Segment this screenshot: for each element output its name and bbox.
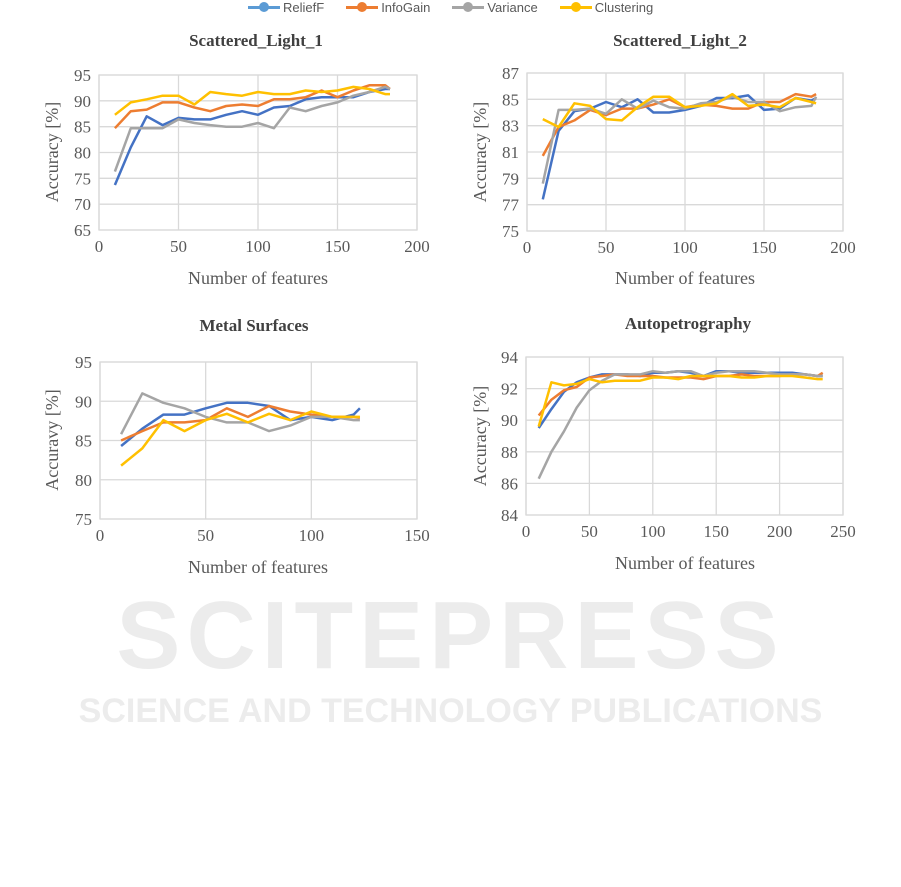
y-tick-label: 90 (74, 92, 91, 111)
series-line-clustering (114, 85, 390, 116)
y-axis-label: Accuracy [%] (470, 102, 490, 202)
chart-title: Autopetrography (625, 314, 752, 333)
x-tick-label: 150 (404, 526, 430, 545)
y-axis-label: Accuracy [%] (470, 386, 490, 486)
y-axis-label: Accuravy [%] (42, 389, 62, 490)
series-line-relieff (113, 87, 390, 186)
y-tick-label: 85 (502, 90, 519, 109)
x-axis-label: Number of features (615, 553, 755, 573)
y-tick-label: 85 (74, 118, 91, 137)
legend-swatch (346, 2, 379, 12)
y-tick-label: 77 (502, 196, 520, 215)
y-tick-label: 90 (75, 392, 92, 411)
legend-marker (463, 2, 474, 12)
x-tick-label: 0 (523, 238, 532, 257)
series-line-variance (537, 369, 823, 480)
x-tick-label: 100 (299, 526, 325, 545)
y-tick-label: 83 (502, 117, 519, 136)
y-tick-label: 79 (502, 169, 519, 188)
x-tick-label: 150 (703, 522, 729, 541)
x-tick-label: 0 (96, 526, 105, 545)
series-line-variance (113, 85, 391, 173)
chart-title: Scattered_Light_2 (613, 31, 747, 50)
x-tick-label: 250 (830, 522, 856, 541)
legend-marker (259, 2, 269, 12)
legend-item-relieff: ReliefF (248, 0, 324, 15)
y-tick-label: 86 (501, 474, 518, 493)
x-tick-label: 0 (95, 237, 104, 256)
plot-area (525, 356, 844, 516)
chart-title: Metal Surfaces (199, 316, 308, 335)
x-tick-label: 200 (404, 237, 430, 256)
x-tick-label: 150 (751, 238, 777, 257)
legend-marker (357, 2, 368, 12)
y-tick-label: 80 (75, 471, 92, 490)
y-tick-label: 75 (502, 222, 519, 241)
legend-marker (570, 2, 581, 12)
y-tick-label: 75 (74, 169, 91, 188)
x-tick-label: 0 (522, 522, 531, 541)
y-tick-label: 88 (501, 443, 518, 462)
y-tick-label: 70 (74, 195, 91, 214)
y-tick-label: 95 (74, 66, 91, 85)
series-line-variance (541, 95, 818, 184)
y-tick-label: 65 (74, 221, 91, 240)
legend-item-clustering: Clustering (559, 0, 654, 15)
watermark-title: SCITEPRESS (116, 582, 785, 689)
y-axis-label: Accuracy [%] (42, 102, 62, 202)
x-tick-label: 200 (830, 238, 856, 257)
legend-label: Variance (487, 0, 538, 15)
series-line-clustering (120, 410, 360, 467)
legend-label: Clustering (594, 0, 654, 15)
legend-swatch (559, 2, 592, 12)
x-tick-label: 50 (170, 237, 187, 256)
x-tick-label: 100 (672, 238, 698, 257)
x-axis-label: Number of features (188, 557, 328, 577)
x-tick-label: 150 (325, 237, 351, 256)
y-tick-label: 92 (501, 380, 518, 399)
y-tick-label: 95 (75, 353, 92, 372)
legend-swatch (452, 2, 485, 12)
y-tick-label: 90 (501, 411, 518, 430)
y-tick-label: 87 (502, 64, 520, 83)
series-line-relieff (541, 94, 817, 200)
x-tick-label: 50 (581, 522, 598, 541)
y-tick-label: 75 (75, 510, 92, 529)
y-tick-label: 85 (75, 432, 92, 451)
legend-label: InfoGain (381, 0, 431, 15)
x-tick-label: 50 (598, 238, 615, 257)
x-tick-label: 200 (767, 522, 793, 541)
series-line-infogain (113, 84, 391, 130)
watermark-subtitle: SCIENCE AND TECHNOLOGY PUBLICATIONS (78, 692, 823, 730)
y-tick-label: 94 (501, 348, 519, 367)
legend-label: ReliefF (283, 0, 325, 15)
series-line-relieff (120, 401, 361, 447)
x-tick-label: 100 (640, 522, 666, 541)
legend-item-infogain: InfoGain (346, 0, 430, 15)
x-axis-label: Number of features (615, 268, 755, 288)
legend-item-variance: Variance (452, 0, 538, 15)
chart-title: Scattered_Light_1 (189, 31, 323, 50)
legend: ReliefF InfoGain Variance Clustering (248, 0, 653, 15)
series-line-clustering (537, 374, 823, 427)
legend-swatch (248, 2, 280, 12)
y-tick-label: 80 (74, 144, 91, 163)
y-tick-label: 81 (502, 143, 519, 162)
x-tick-label: 50 (197, 526, 214, 545)
series-line-clustering (542, 92, 817, 129)
x-axis-label: Number of features (188, 268, 328, 288)
x-tick-label: 100 (245, 237, 271, 256)
y-tick-label: 84 (501, 506, 519, 525)
